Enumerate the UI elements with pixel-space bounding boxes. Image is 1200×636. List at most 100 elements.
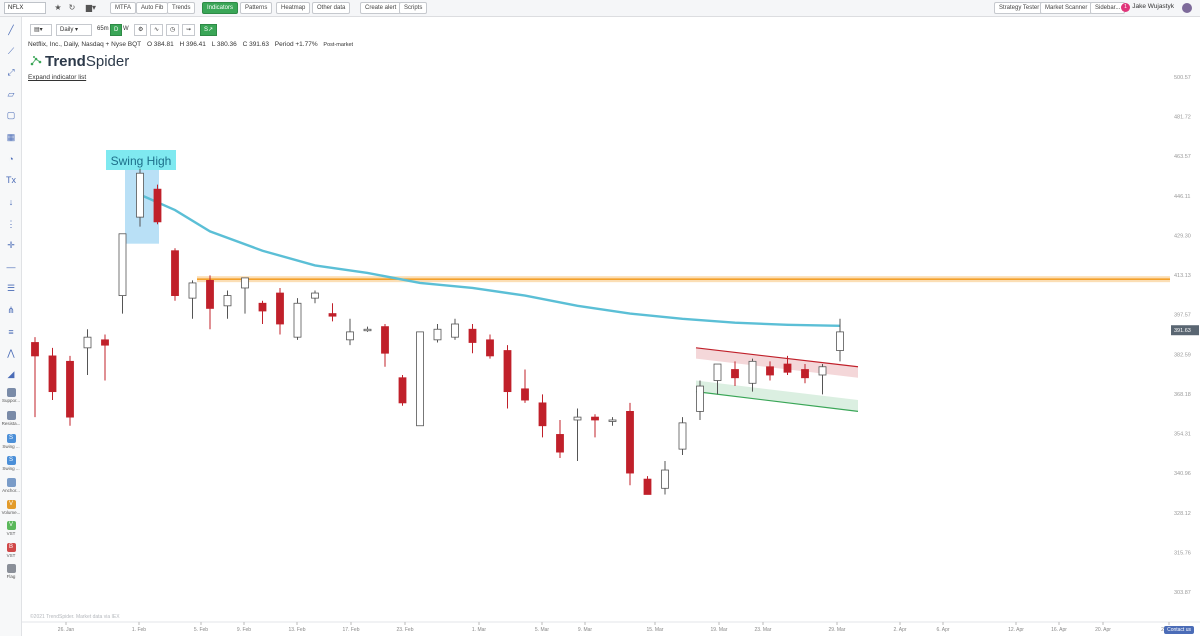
candle [188,280,197,319]
candle [468,323,477,354]
x-tick-label: 19. Mar [711,627,728,633]
y-tick-label: 481.72 [1174,115,1191,121]
strategy-tester-button[interactable]: Strategy Tester [994,2,1045,14]
clock-icon[interactable]: ◷ [166,24,180,36]
contact-us-button[interactable]: Contact us [1164,626,1194,634]
candle [766,361,774,381]
candle-body [486,339,494,357]
y-tick-label: 382.59 [1174,352,1191,358]
cycle-tool-icon[interactable]: ◔ [8,154,14,164]
candle [118,233,127,314]
notification-badge[interactable]: 1 [1121,3,1130,12]
line-tool-icon[interactable]: ╱ [8,25,14,35]
ohlc-legend: Netflix, Inc., Daily, Nasdaq + Nyse BQT … [28,41,357,48]
trendline-tool-icon[interactable]: ⤢ [7,67,15,77]
indicator-item[interactable]: Resista... [0,411,22,426]
candle [573,408,582,462]
heatmap-button[interactable]: Heatmap [276,2,311,14]
auto-fib-button[interactable]: Auto Fib [136,2,169,14]
candle [643,476,652,495]
indicator-item[interactable]: Anchor... [0,478,22,493]
indicator-item[interactable]: V VST [0,521,22,536]
patterns-button[interactable]: Patterns [240,2,273,14]
indicator-item[interactable]: S Swing ... [0,434,22,449]
legend-open: O 384.81 [146,41,174,48]
indicator-item[interactable]: Flag [0,564,22,579]
wave-icon[interactable]: ∿ [150,24,164,36]
candle-body [153,188,162,223]
horizontal-line-icon[interactable]: — [6,262,16,272]
swing-toggle-icon[interactable]: S↗ [200,24,218,36]
user-name[interactable]: Jake Wujastyk [1132,3,1174,10]
candle [783,355,792,375]
price-chart[interactable]: 500.57 481.72 463.57 446.11 429.30 413.13 397.… [22,17,1200,636]
indicator-icon [6,411,16,420]
candle [748,358,757,392]
candle-body [836,331,844,351]
settings-icon[interactable]: ⚙ [134,24,148,36]
candle-body [206,280,214,309]
daily-toggle[interactable]: D [110,24,123,36]
zigzag-icon[interactable]: ⋀ [7,348,15,358]
candle-body [521,388,529,401]
refresh-icon[interactable]: ↻ [68,3,76,12]
candle [223,290,232,319]
candle [206,275,214,330]
indicator-label: Suppor... [1,398,20,403]
candle-body [258,302,267,312]
indicator-label: Flag [6,574,16,579]
candle [486,334,494,359]
crosshair-icon[interactable]: ✛ [7,240,15,250]
channel-tool-icon[interactable]: ▱ [7,89,15,99]
candle [258,300,267,324]
indicator-label: Swing ... [2,444,20,449]
star-icon[interactable]: ★ [54,3,62,12]
other-data-button[interactable]: Other data [312,2,351,14]
interval-label[interactable]: 65m [97,26,109,32]
candle [801,364,809,384]
candle-body [468,328,477,343]
candle [241,277,249,314]
compare-icon[interactable]: ⇝ [182,24,196,36]
chart-type-icon[interactable]: ▆▾ [85,3,97,12]
rectangle-tool-icon[interactable]: ▢ [6,110,16,120]
indicator-icon [6,478,16,487]
fib-tool-icon[interactable]: ☰ [6,283,16,293]
indicator-item[interactable]: B VST [0,543,22,558]
market-scanner-button[interactable]: Market Scanner [1040,2,1093,14]
candle-body [66,360,74,418]
indicators-button[interactable]: Indicators [202,2,239,14]
candle [101,334,109,381]
mtfa-button[interactable]: MTFA [110,2,136,14]
ray-tool-icon[interactable]: ⟋ [7,46,15,56]
avatar[interactable] [1182,3,1192,13]
candle [503,345,512,409]
timeframe-dropdown[interactable]: Daily ▾ [56,24,92,36]
flag-lower-zone [696,380,858,412]
indicator-item[interactable]: Suppor... [0,388,22,403]
zone-tool-icon[interactable]: ▦ [6,132,16,142]
candle-body [416,331,424,427]
candle-body [713,363,722,381]
create-alert-button[interactable]: Create alert [360,2,402,14]
candle [311,290,319,304]
expand-indicator-list-link[interactable]: Expand indicator list [28,74,87,81]
chart-style-dropdown[interactable]: ▤▾ [30,24,52,36]
candle [591,414,599,438]
vertical-line-icon[interactable]: ⋮ [6,219,16,229]
symbol-input[interactable]: NFLX [4,2,46,14]
triangle-tool-icon[interactable]: ◢ [7,369,15,379]
candle [328,303,337,322]
candle-body [661,469,669,489]
y-tick-label: 500.57 [1174,75,1191,81]
scripts-button[interactable]: Scripts [399,2,428,14]
indicator-item[interactable]: S Swing ... [0,456,22,471]
indicator-item[interactable]: V Volume... [0,500,22,515]
arrow-tool-icon[interactable]: ↓ [8,197,14,207]
pitchfork-icon[interactable]: ⋔ [7,305,15,315]
measure-icon[interactable]: ≡ [8,327,14,337]
text-tool-icon[interactable]: Tx [6,175,16,185]
weekly-toggle[interactable]: W [123,26,129,32]
candle-body [731,369,739,379]
trends-button[interactable]: Trends [167,2,196,14]
